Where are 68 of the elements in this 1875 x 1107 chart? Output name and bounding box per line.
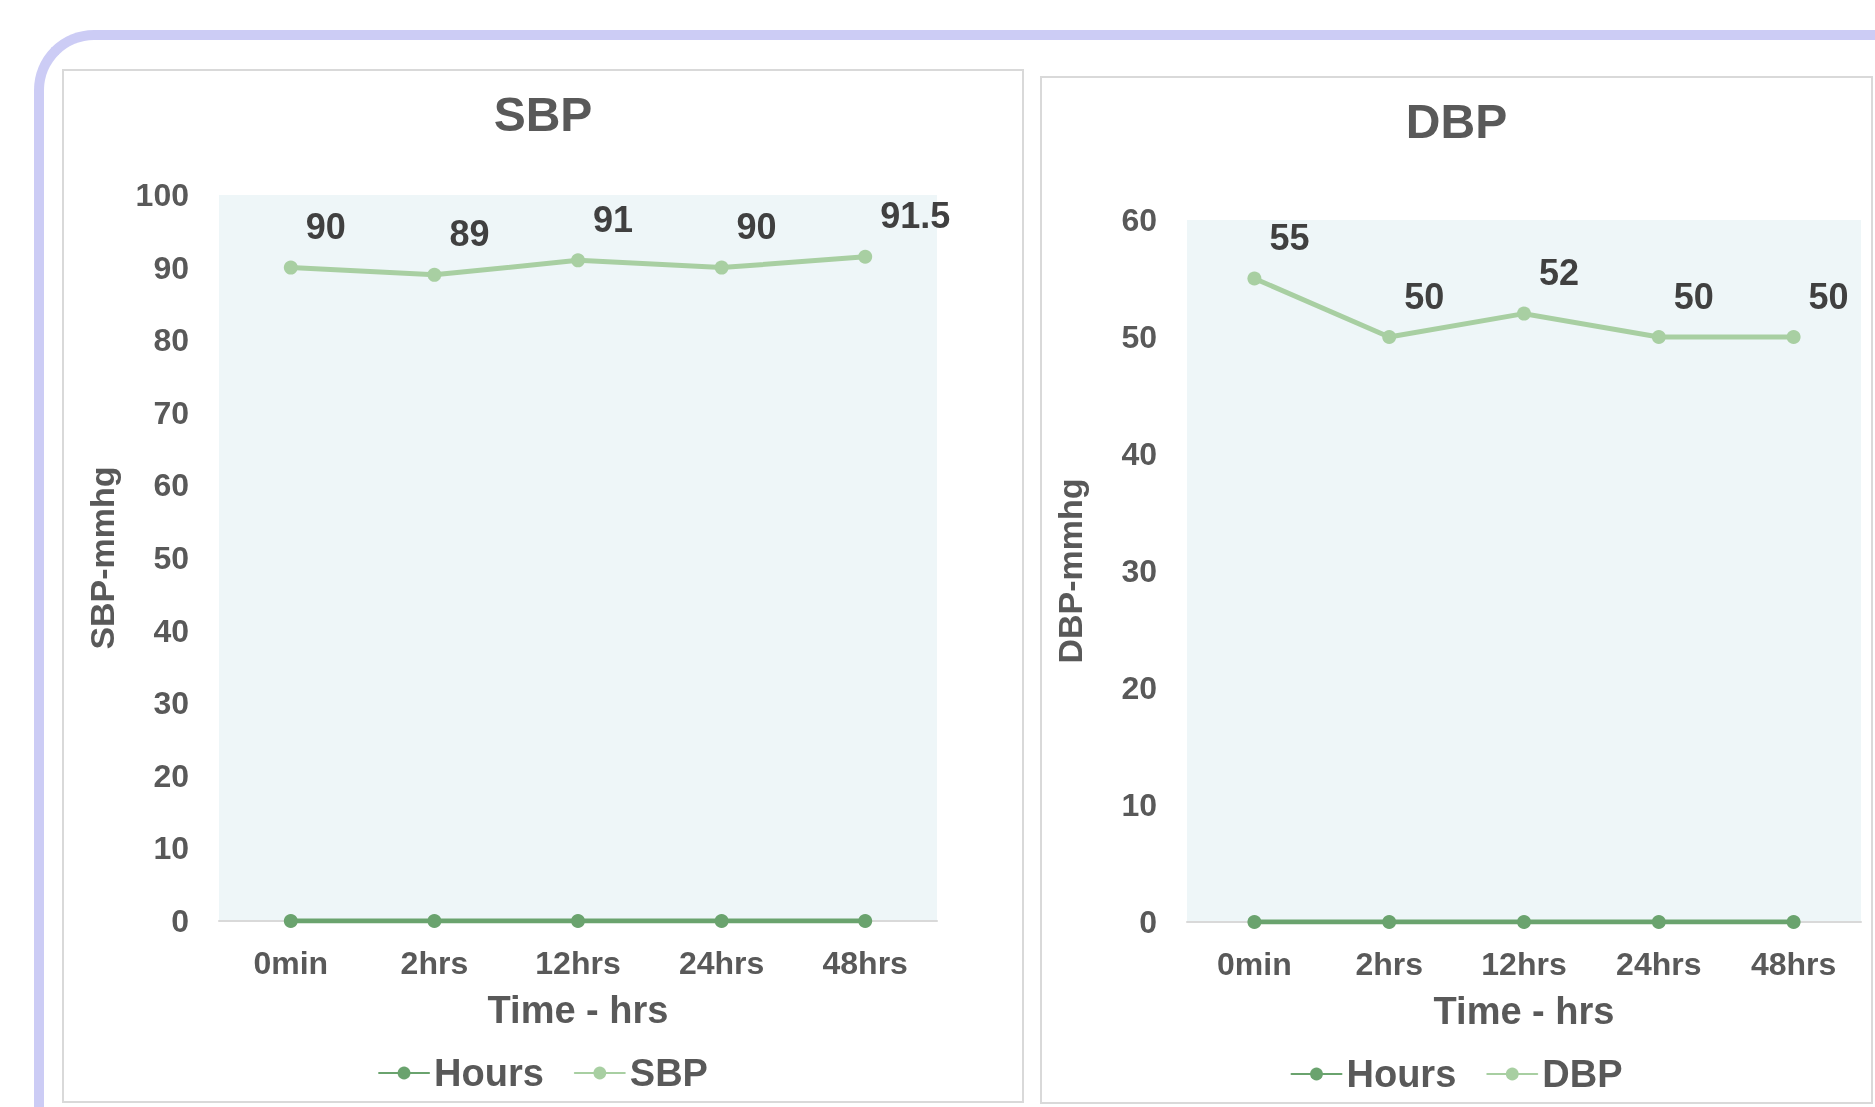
point bbox=[283, 260, 298, 275]
point bbox=[1247, 915, 1262, 929]
data-label: 52 bbox=[1539, 252, 1580, 294]
point bbox=[714, 260, 729, 275]
legend-label: Hours bbox=[434, 1052, 544, 1094]
data-label: 89 bbox=[449, 213, 490, 255]
point bbox=[1382, 915, 1397, 929]
point bbox=[858, 249, 873, 264]
data-label: 90 bbox=[305, 206, 346, 248]
point bbox=[1517, 306, 1531, 321]
y-tick-label: 70 bbox=[153, 394, 189, 431]
x-tick-label: 12hrs bbox=[1481, 946, 1567, 982]
x-tick-label: 48hrs bbox=[822, 945, 908, 981]
x-tick-label: 0min bbox=[253, 945, 329, 981]
y-tick-label: 80 bbox=[153, 322, 189, 359]
point bbox=[1247, 271, 1262, 286]
point bbox=[571, 253, 585, 268]
x-axis-title: Time - hrs bbox=[487, 989, 669, 1031]
y-tick-label: 50 bbox=[1121, 319, 1157, 355]
point bbox=[1651, 330, 1666, 344]
y-tick-label: 90 bbox=[153, 249, 189, 286]
y-tick-label: 20 bbox=[1121, 670, 1157, 706]
y-tick-label: 20 bbox=[153, 757, 189, 794]
y-tick-label: 0 bbox=[1139, 904, 1157, 940]
y-axis-title: SBP-mmhg bbox=[83, 466, 121, 650]
data-label: 50 bbox=[1673, 275, 1714, 317]
x-tick-label: 24hrs bbox=[678, 945, 765, 981]
y-tick-label: 100 bbox=[135, 177, 189, 213]
data-label: 90 bbox=[736, 206, 777, 248]
point bbox=[1517, 915, 1531, 929]
y-tick-label: 0 bbox=[171, 903, 189, 939]
legend-label: SBP bbox=[629, 1052, 708, 1094]
y-axis-title: DBP-mmhg bbox=[1051, 478, 1089, 664]
point bbox=[427, 267, 442, 282]
data-label: 50 bbox=[1404, 275, 1445, 317]
point bbox=[427, 914, 442, 928]
point bbox=[571, 914, 585, 928]
y-tick-label: 60 bbox=[1121, 202, 1157, 238]
data-label: 55 bbox=[1269, 217, 1310, 258]
chart-title: DBP bbox=[1405, 94, 1508, 148]
x-tick-label: 2hrs bbox=[400, 945, 469, 981]
data-label: 91 bbox=[593, 198, 634, 240]
point bbox=[283, 914, 298, 928]
x-tick-label: 12hrs bbox=[535, 945, 621, 981]
y-tick-label: 30 bbox=[153, 685, 189, 722]
data-label: 50 bbox=[1808, 275, 1849, 317]
x-tick-label: 48hrs bbox=[1750, 946, 1837, 982]
y-tick-label: 40 bbox=[153, 612, 189, 649]
y-tick-label: 10 bbox=[1121, 787, 1157, 823]
point bbox=[714, 914, 729, 928]
y-tick-label: 50 bbox=[153, 540, 189, 576]
x-tick-label: 24hrs bbox=[1616, 946, 1702, 982]
legend-label: DBP bbox=[1542, 1053, 1623, 1095]
point bbox=[1651, 915, 1666, 929]
point bbox=[1786, 915, 1801, 929]
y-tick-label: 10 bbox=[153, 830, 189, 867]
point bbox=[1382, 330, 1397, 344]
point bbox=[858, 914, 873, 928]
data-label: 91.5 bbox=[880, 195, 951, 237]
y-tick-label: 30 bbox=[1121, 553, 1157, 589]
y-tick-label: 60 bbox=[153, 467, 189, 504]
chart-title: SBP bbox=[493, 87, 593, 141]
y-tick-label: 40 bbox=[1121, 436, 1157, 472]
x-tick-label: 0min bbox=[1217, 946, 1292, 982]
x-tick-label: 2hrs bbox=[1355, 946, 1423, 982]
point bbox=[1786, 330, 1801, 344]
x-axis-title: Time - hrs bbox=[1433, 990, 1615, 1032]
legend-label: Hours bbox=[1346, 1053, 1457, 1095]
